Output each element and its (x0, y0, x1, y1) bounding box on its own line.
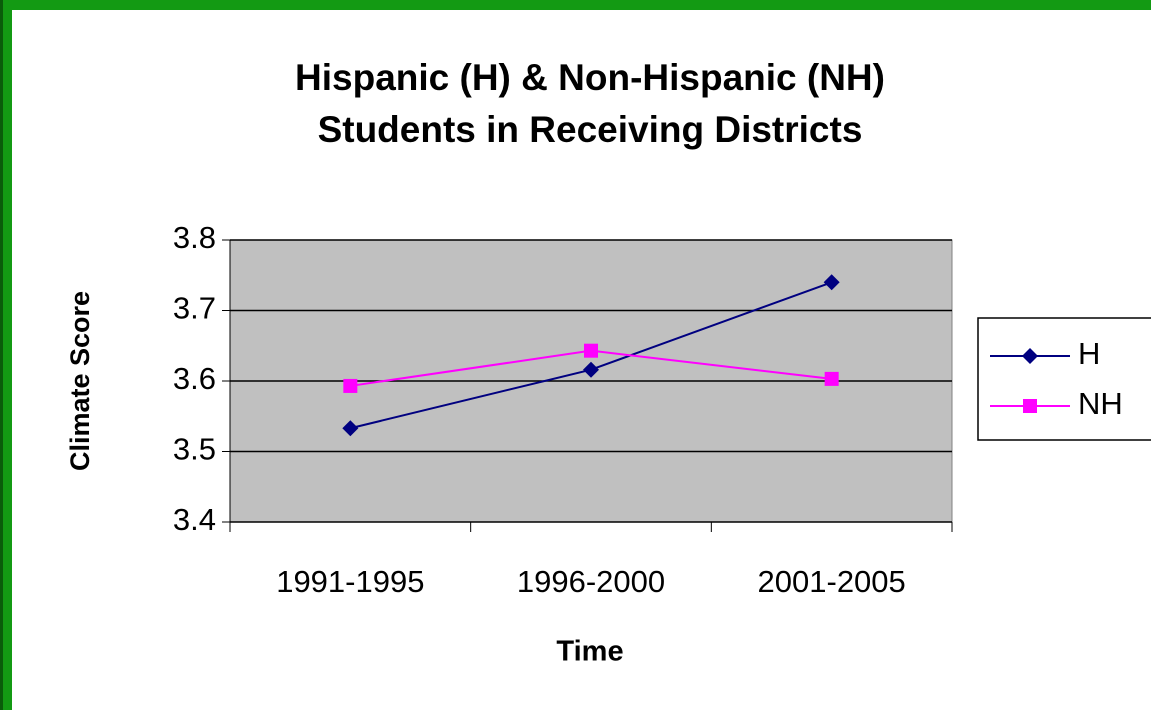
y-axis-label: Climate Score (65, 291, 95, 471)
legend-label: H (1078, 336, 1100, 371)
y-tick-label: 3.5 (173, 432, 216, 467)
legend-marker (1023, 399, 1037, 413)
chart-title: Students in Receiving Districts (318, 109, 863, 150)
y-tick-label: 3.7 (173, 291, 216, 326)
y-tick-label: 3.8 (173, 220, 216, 255)
data-point (824, 371, 839, 386)
data-point (342, 420, 359, 437)
x-axis-label: Time (556, 636, 623, 668)
y-tick-label: 3.6 (173, 361, 216, 396)
x-tick-label: 1996-2000 (517, 564, 665, 599)
frame-edge (0, 0, 3, 710)
data-point (823, 274, 840, 291)
x-tick-label: 1991-1995 (276, 564, 424, 599)
data-point (583, 361, 599, 378)
x-tick-label: 2001-2005 (758, 564, 906, 599)
data-point (584, 343, 598, 358)
data-point (343, 378, 358, 393)
y-tick-label: 3.4 (173, 502, 216, 537)
legend (977, 317, 1151, 441)
chart-title: Hispanic (H) & Non-Hispanic (NH) (295, 57, 885, 98)
legend-label: NH (1078, 386, 1123, 421)
legend-marker (1022, 348, 1038, 364)
